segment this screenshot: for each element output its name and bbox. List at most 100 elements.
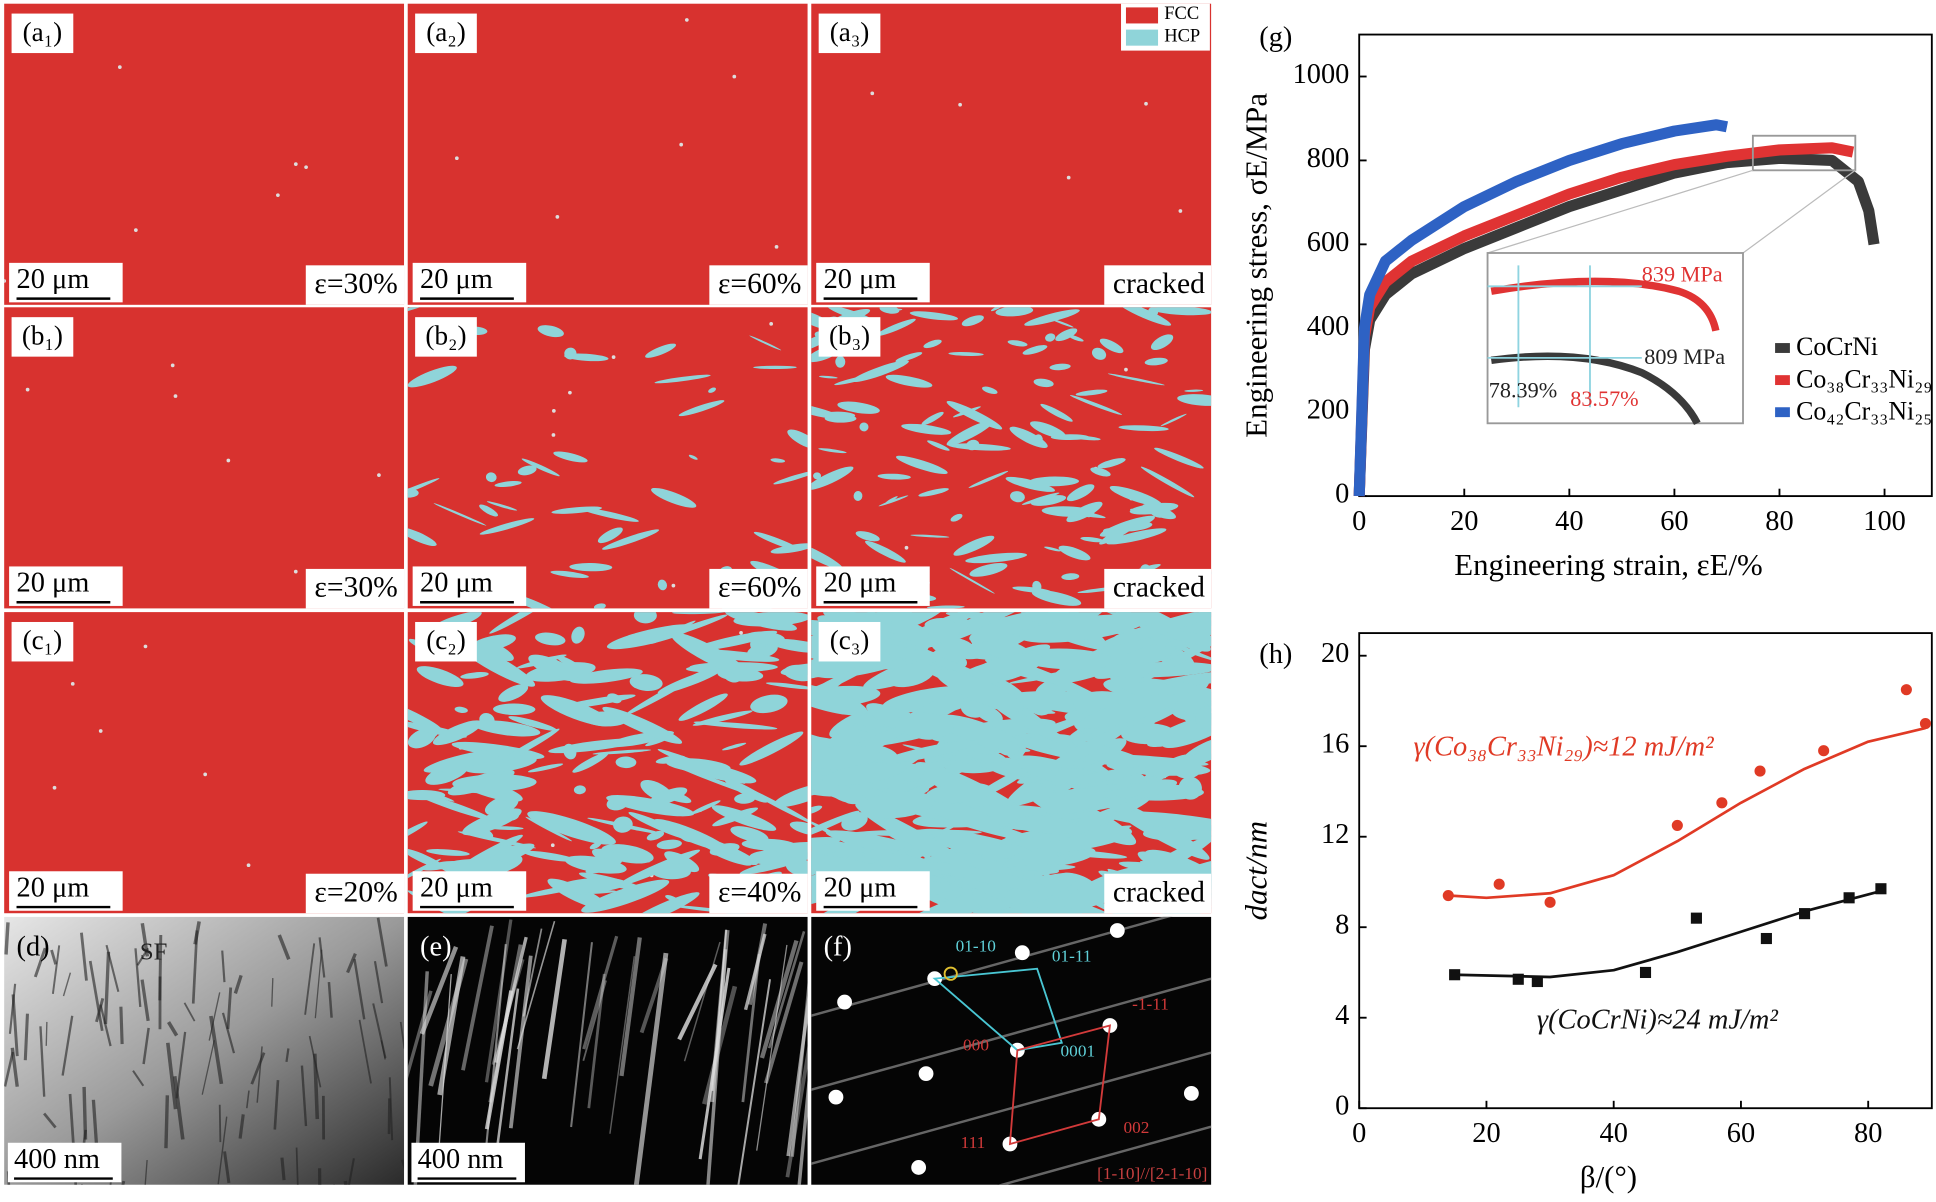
speck bbox=[4, 279, 7, 283]
hcp-grain bbox=[846, 822, 962, 879]
hcp-grain bbox=[965, 552, 1028, 564]
defect bbox=[221, 1012, 236, 1054]
hcp-grain bbox=[472, 720, 541, 737]
phase-map: (a₃) 20 μm cracked bbox=[811, 3, 1212, 305]
strain-label: ε=30% bbox=[314, 268, 397, 300]
phase-map-bg bbox=[4, 3, 405, 305]
hcp-grain bbox=[592, 749, 652, 755]
hcp-layer bbox=[25, 363, 381, 574]
y-tick-label: 4 bbox=[1335, 1000, 1349, 1031]
label-box bbox=[818, 13, 881, 54]
defect bbox=[314, 949, 323, 1019]
hcp-grain bbox=[580, 507, 639, 522]
phase-map: (a₁) 20 μm ε=30% bbox=[4, 3, 405, 305]
defect bbox=[223, 1151, 231, 1184]
phase-map-bg bbox=[811, 3, 1212, 305]
hcp-grain bbox=[476, 639, 514, 662]
spot-index: 002 bbox=[1123, 1118, 1149, 1137]
hcp-grain bbox=[1148, 307, 1159, 317]
speck bbox=[679, 142, 684, 147]
note-box bbox=[305, 873, 405, 914]
panel-label: (h) bbox=[1259, 639, 1292, 670]
hcp-grain bbox=[811, 757, 872, 807]
x-tick-label: 0 bbox=[1352, 506, 1366, 537]
hcp-grain bbox=[860, 791, 935, 819]
phase-map-bg bbox=[407, 3, 808, 305]
defect bbox=[238, 1114, 245, 1139]
defect bbox=[167, 1021, 179, 1037]
legend-swatch bbox=[1125, 7, 1159, 24]
hcp-grain bbox=[1007, 340, 1028, 347]
data-point bbox=[1690, 912, 1702, 924]
panel-label: (c₂) bbox=[426, 625, 466, 655]
streak bbox=[419, 946, 459, 1035]
hcp-grain bbox=[948, 443, 1011, 451]
y-tick-label: 8 bbox=[1335, 910, 1349, 941]
speck bbox=[226, 458, 231, 463]
hcp-grain bbox=[1041, 788, 1104, 815]
data-point bbox=[1875, 883, 1887, 895]
hcp-grain bbox=[1061, 573, 1080, 581]
hcp-grain bbox=[785, 857, 808, 876]
scale-label: 20 μm bbox=[17, 872, 90, 903]
phase-map: (b₂) 20 μm ε=60% bbox=[407, 307, 808, 609]
defect bbox=[250, 1052, 266, 1085]
hcp-grain bbox=[1012, 586, 1052, 594]
hcp-grain bbox=[657, 579, 668, 591]
defect bbox=[134, 948, 142, 1008]
hcp-grain bbox=[748, 850, 786, 865]
scale-box bbox=[412, 871, 527, 911]
speck bbox=[611, 355, 616, 359]
speck bbox=[958, 102, 962, 107]
hcp-grain bbox=[1055, 328, 1078, 342]
streak bbox=[461, 925, 494, 1071]
hcp-grain bbox=[889, 620, 929, 642]
diffraction-spot bbox=[1109, 923, 1125, 938]
hcp-grain bbox=[855, 803, 980, 875]
scale-box bbox=[412, 262, 527, 303]
hcp-grain bbox=[1151, 307, 1212, 316]
streak bbox=[609, 956, 636, 1134]
diffraction-spot bbox=[1014, 945, 1030, 961]
speck bbox=[170, 363, 175, 368]
defect bbox=[300, 1065, 308, 1127]
hcp-grain bbox=[1117, 307, 1172, 326]
spot-index: 01-10 bbox=[956, 937, 996, 956]
defect bbox=[164, 1095, 170, 1149]
hcp-grain bbox=[834, 373, 878, 386]
hcp-grain bbox=[563, 743, 577, 760]
hcp-grain bbox=[948, 352, 984, 356]
streak bbox=[582, 935, 619, 1050]
x-tick-label: 60 bbox=[1660, 506, 1688, 537]
marked-spot bbox=[943, 966, 958, 981]
hcp-grain bbox=[508, 716, 557, 731]
defect bbox=[95, 998, 105, 1023]
tem-panel: (e) 400 nm bbox=[407, 916, 808, 1185]
streak bbox=[619, 937, 642, 1077]
note-box bbox=[709, 873, 808, 914]
note-box bbox=[1104, 568, 1212, 609]
streak bbox=[484, 919, 513, 1083]
hcp-grain bbox=[678, 693, 728, 721]
label-box bbox=[11, 13, 74, 54]
speck bbox=[52, 785, 57, 790]
energy-annotation: γ(Co₃₈Cr₃₃Ni₂₉)≈12 mJ/m² bbox=[1414, 732, 1715, 763]
scale-label: 400 nm bbox=[14, 1144, 100, 1175]
hcp-grain bbox=[423, 749, 505, 773]
defect bbox=[33, 947, 47, 978]
hcp-grain bbox=[564, 855, 627, 874]
hcp-grain bbox=[739, 731, 804, 766]
hcp-grain bbox=[606, 624, 694, 650]
y-tick-label: 200 bbox=[1307, 395, 1350, 426]
hcp-grain bbox=[818, 448, 847, 454]
inset-annotation: 78.39% bbox=[1489, 378, 1557, 403]
hcp-grain bbox=[982, 386, 998, 395]
hcp-grain bbox=[818, 375, 838, 379]
hcp-grain bbox=[749, 335, 782, 351]
fit-curve bbox=[1454, 889, 1882, 979]
hcp-grain bbox=[517, 465, 537, 476]
hcp-grain bbox=[778, 853, 794, 862]
scale-box bbox=[816, 262, 930, 303]
hcp-grain bbox=[926, 605, 965, 609]
panel-label: (d) bbox=[17, 932, 50, 963]
